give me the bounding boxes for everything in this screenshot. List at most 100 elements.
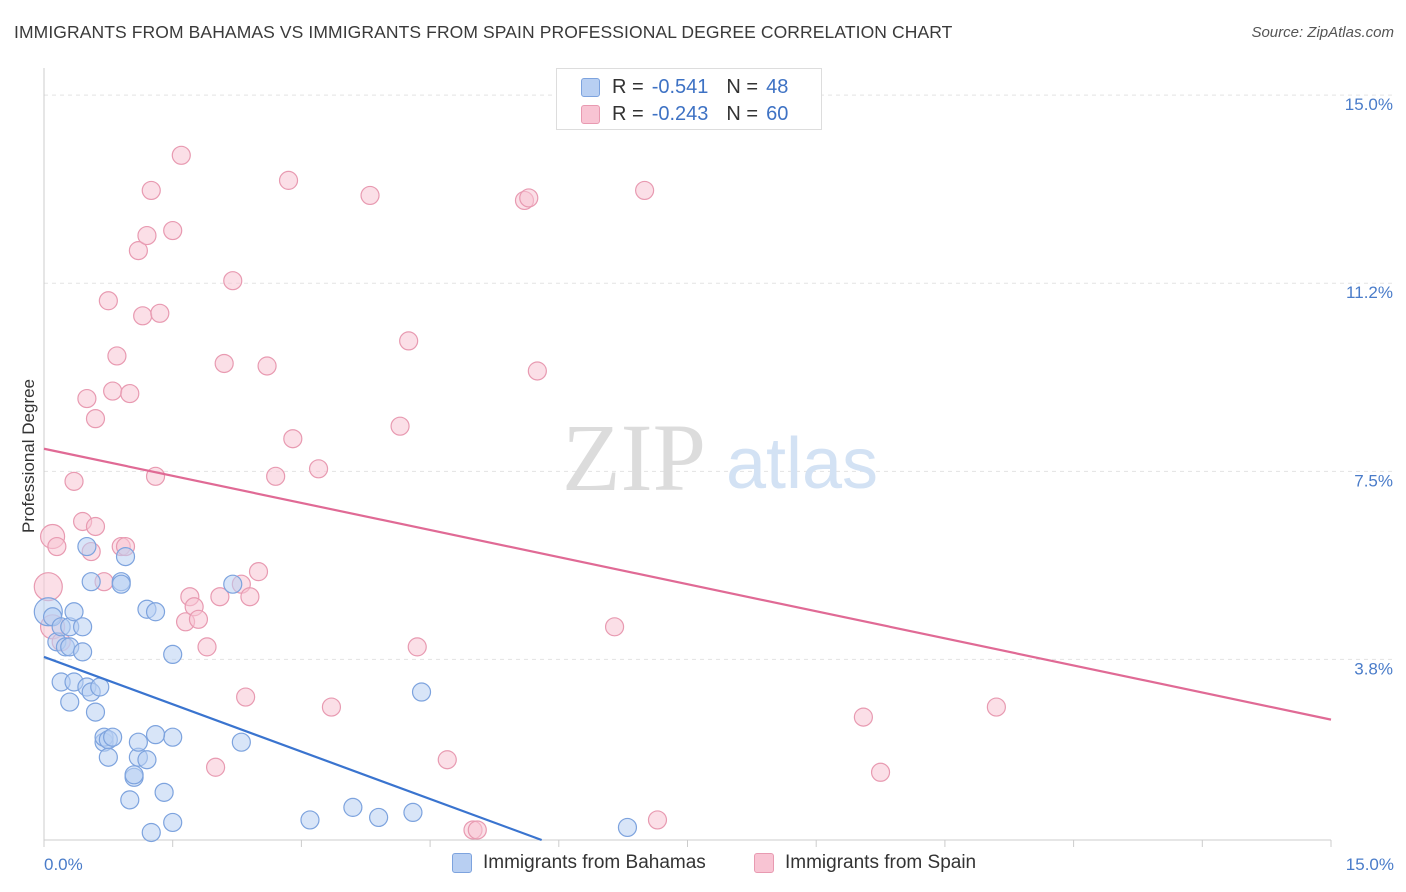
point-bahamas-41[interactable]	[223, 574, 243, 594]
point-spain-25[interactable]	[171, 145, 191, 165]
series-bahamas-points	[33, 536, 638, 843]
watermark-zip: ZIP	[562, 404, 706, 511]
point-spain-39[interactable]	[257, 356, 277, 376]
point-bahamas-44[interactable]	[343, 797, 363, 817]
legend-n-value-spain: 60	[766, 102, 789, 125]
point-bahamas-15[interactable]	[85, 702, 106, 722]
series-legend-spain[interactable]: Immigrants from Spain	[754, 852, 976, 874]
point-spain-51[interactable]	[467, 820, 487, 840]
point-bahamas-42[interactable]	[231, 732, 251, 752]
point-spain-49[interactable]	[437, 750, 457, 770]
point-spain-31[interactable]	[206, 757, 226, 777]
point-bahamas-17[interactable]	[77, 536, 97, 557]
correlation-legend: R = -0.541 N = 48 R = -0.243 N = 60	[556, 68, 822, 130]
point-spain-36[interactable]	[236, 687, 256, 707]
point-bahamas-39[interactable]	[145, 602, 166, 622]
point-spain-53[interactable]	[519, 188, 539, 208]
legend-swatch-spain	[581, 104, 600, 124]
x-tick-min: 0.0%	[44, 855, 83, 874]
point-bahamas-19[interactable]	[115, 546, 136, 567]
point-spain-0[interactable]	[33, 572, 63, 602]
point-bahamas-20[interactable]	[111, 574, 131, 594]
point-bahamas-33[interactable]	[145, 725, 166, 745]
point-bahamas-8[interactable]	[73, 642, 93, 662]
point-spain-24[interactable]	[163, 220, 183, 241]
point-spain-19[interactable]	[133, 306, 153, 326]
legend-r-value-spain: -0.243	[651, 102, 709, 125]
point-spain-30[interactable]	[197, 637, 217, 657]
point-spain-7[interactable]	[77, 388, 97, 409]
point-bahamas-32[interactable]	[163, 727, 183, 747]
point-spain-46[interactable]	[390, 416, 410, 436]
point-spain-56[interactable]	[634, 180, 655, 201]
point-spain-60[interactable]	[986, 697, 1006, 717]
point-spain-54[interactable]	[527, 361, 547, 381]
point-spain-43[interactable]	[308, 459, 329, 479]
point-spain-23[interactable]	[150, 303, 170, 323]
point-spain-17[interactable]	[120, 383, 140, 404]
point-bahamas-35[interactable]	[120, 790, 140, 810]
point-spain-57[interactable]	[647, 810, 668, 830]
legend-n-label: N =	[726, 102, 759, 125]
series-legend-bahamas[interactable]: Immigrants from Bahamas	[452, 852, 706, 874]
point-spain-12[interactable]	[98, 291, 118, 311]
point-bahamas-28[interactable]	[124, 765, 144, 785]
point-spain-9[interactable]	[85, 409, 106, 429]
point-spain-5[interactable]	[64, 471, 84, 491]
point-spain-14[interactable]	[107, 346, 127, 366]
point-spain-37[interactable]	[240, 587, 260, 607]
series-label-spain: Immigrants from Spain	[785, 852, 977, 873]
point-bahamas-47[interactable]	[411, 682, 432, 702]
point-bahamas-7[interactable]	[64, 602, 84, 622]
point-bahamas-36[interactable]	[141, 822, 161, 843]
point-spain-41[interactable]	[278, 170, 299, 190]
point-spain-47[interactable]	[399, 331, 419, 351]
point-spain-55[interactable]	[604, 617, 625, 637]
point-bahamas-34[interactable]	[154, 782, 174, 802]
point-spain-44[interactable]	[321, 697, 342, 717]
point-bahamas-9[interactable]	[73, 617, 93, 637]
legend-row-bahamas: R = -0.541 N = 48	[581, 75, 788, 99]
axes	[43, 68, 1332, 847]
point-bahamas-16[interactable]	[81, 572, 101, 592]
point-spain-48[interactable]	[407, 637, 427, 657]
point-spain-59[interactable]	[870, 762, 891, 782]
point-spain-40[interactable]	[266, 466, 286, 486]
trend-line-spain	[43, 447, 1332, 721]
point-spain-3[interactable]	[47, 536, 67, 557]
point-bahamas-43[interactable]	[300, 810, 320, 830]
point-spain-38[interactable]	[248, 562, 269, 582]
trend-line-bahamas	[43, 655, 543, 842]
point-spain-42[interactable]	[283, 429, 303, 449]
point-bahamas-25[interactable]	[103, 727, 123, 747]
point-spain-58[interactable]	[853, 707, 873, 727]
legend-swatch-bahamas	[581, 77, 600, 97]
legend-row-spain: R = -0.243 N = 60	[581, 102, 788, 126]
point-spain-32[interactable]	[210, 587, 230, 607]
legend-r-value-bahamas: -0.541	[651, 75, 709, 98]
y-tick-labels: 3.8% 7.5% 11.2% 15.0%	[1345, 95, 1393, 678]
point-bahamas-11[interactable]	[60, 692, 80, 712]
point-bahamas-31[interactable]	[137, 750, 157, 770]
y-tick-label-3: 15.0%	[1345, 95, 1393, 114]
point-spain-45[interactable]	[360, 185, 380, 206]
chart-title: IMMIGRANTS FROM BAHAMAS VS IMMIGRANTS FR…	[14, 22, 953, 42]
point-spain-13[interactable]	[103, 381, 123, 401]
point-bahamas-26[interactable]	[98, 747, 118, 767]
legend-n-label: N =	[726, 75, 759, 98]
point-bahamas-48[interactable]	[617, 817, 638, 838]
point-bahamas-40[interactable]	[163, 644, 183, 665]
point-spain-29[interactable]	[188, 609, 209, 629]
point-bahamas-37[interactable]	[163, 812, 183, 833]
point-bahamas-30[interactable]	[128, 732, 148, 752]
source-credit: Source: ZipAtlas.com	[1251, 24, 1394, 41]
point-bahamas-46[interactable]	[403, 802, 423, 823]
point-spain-34[interactable]	[223, 271, 243, 291]
series-swatch-bahamas	[452, 853, 472, 873]
point-spain-10[interactable]	[85, 516, 106, 537]
point-bahamas-45[interactable]	[369, 807, 389, 828]
point-spain-33[interactable]	[214, 353, 234, 374]
point-spain-21[interactable]	[141, 180, 161, 201]
point-spain-18[interactable]	[128, 241, 148, 261]
point-spain-20[interactable]	[137, 225, 157, 246]
